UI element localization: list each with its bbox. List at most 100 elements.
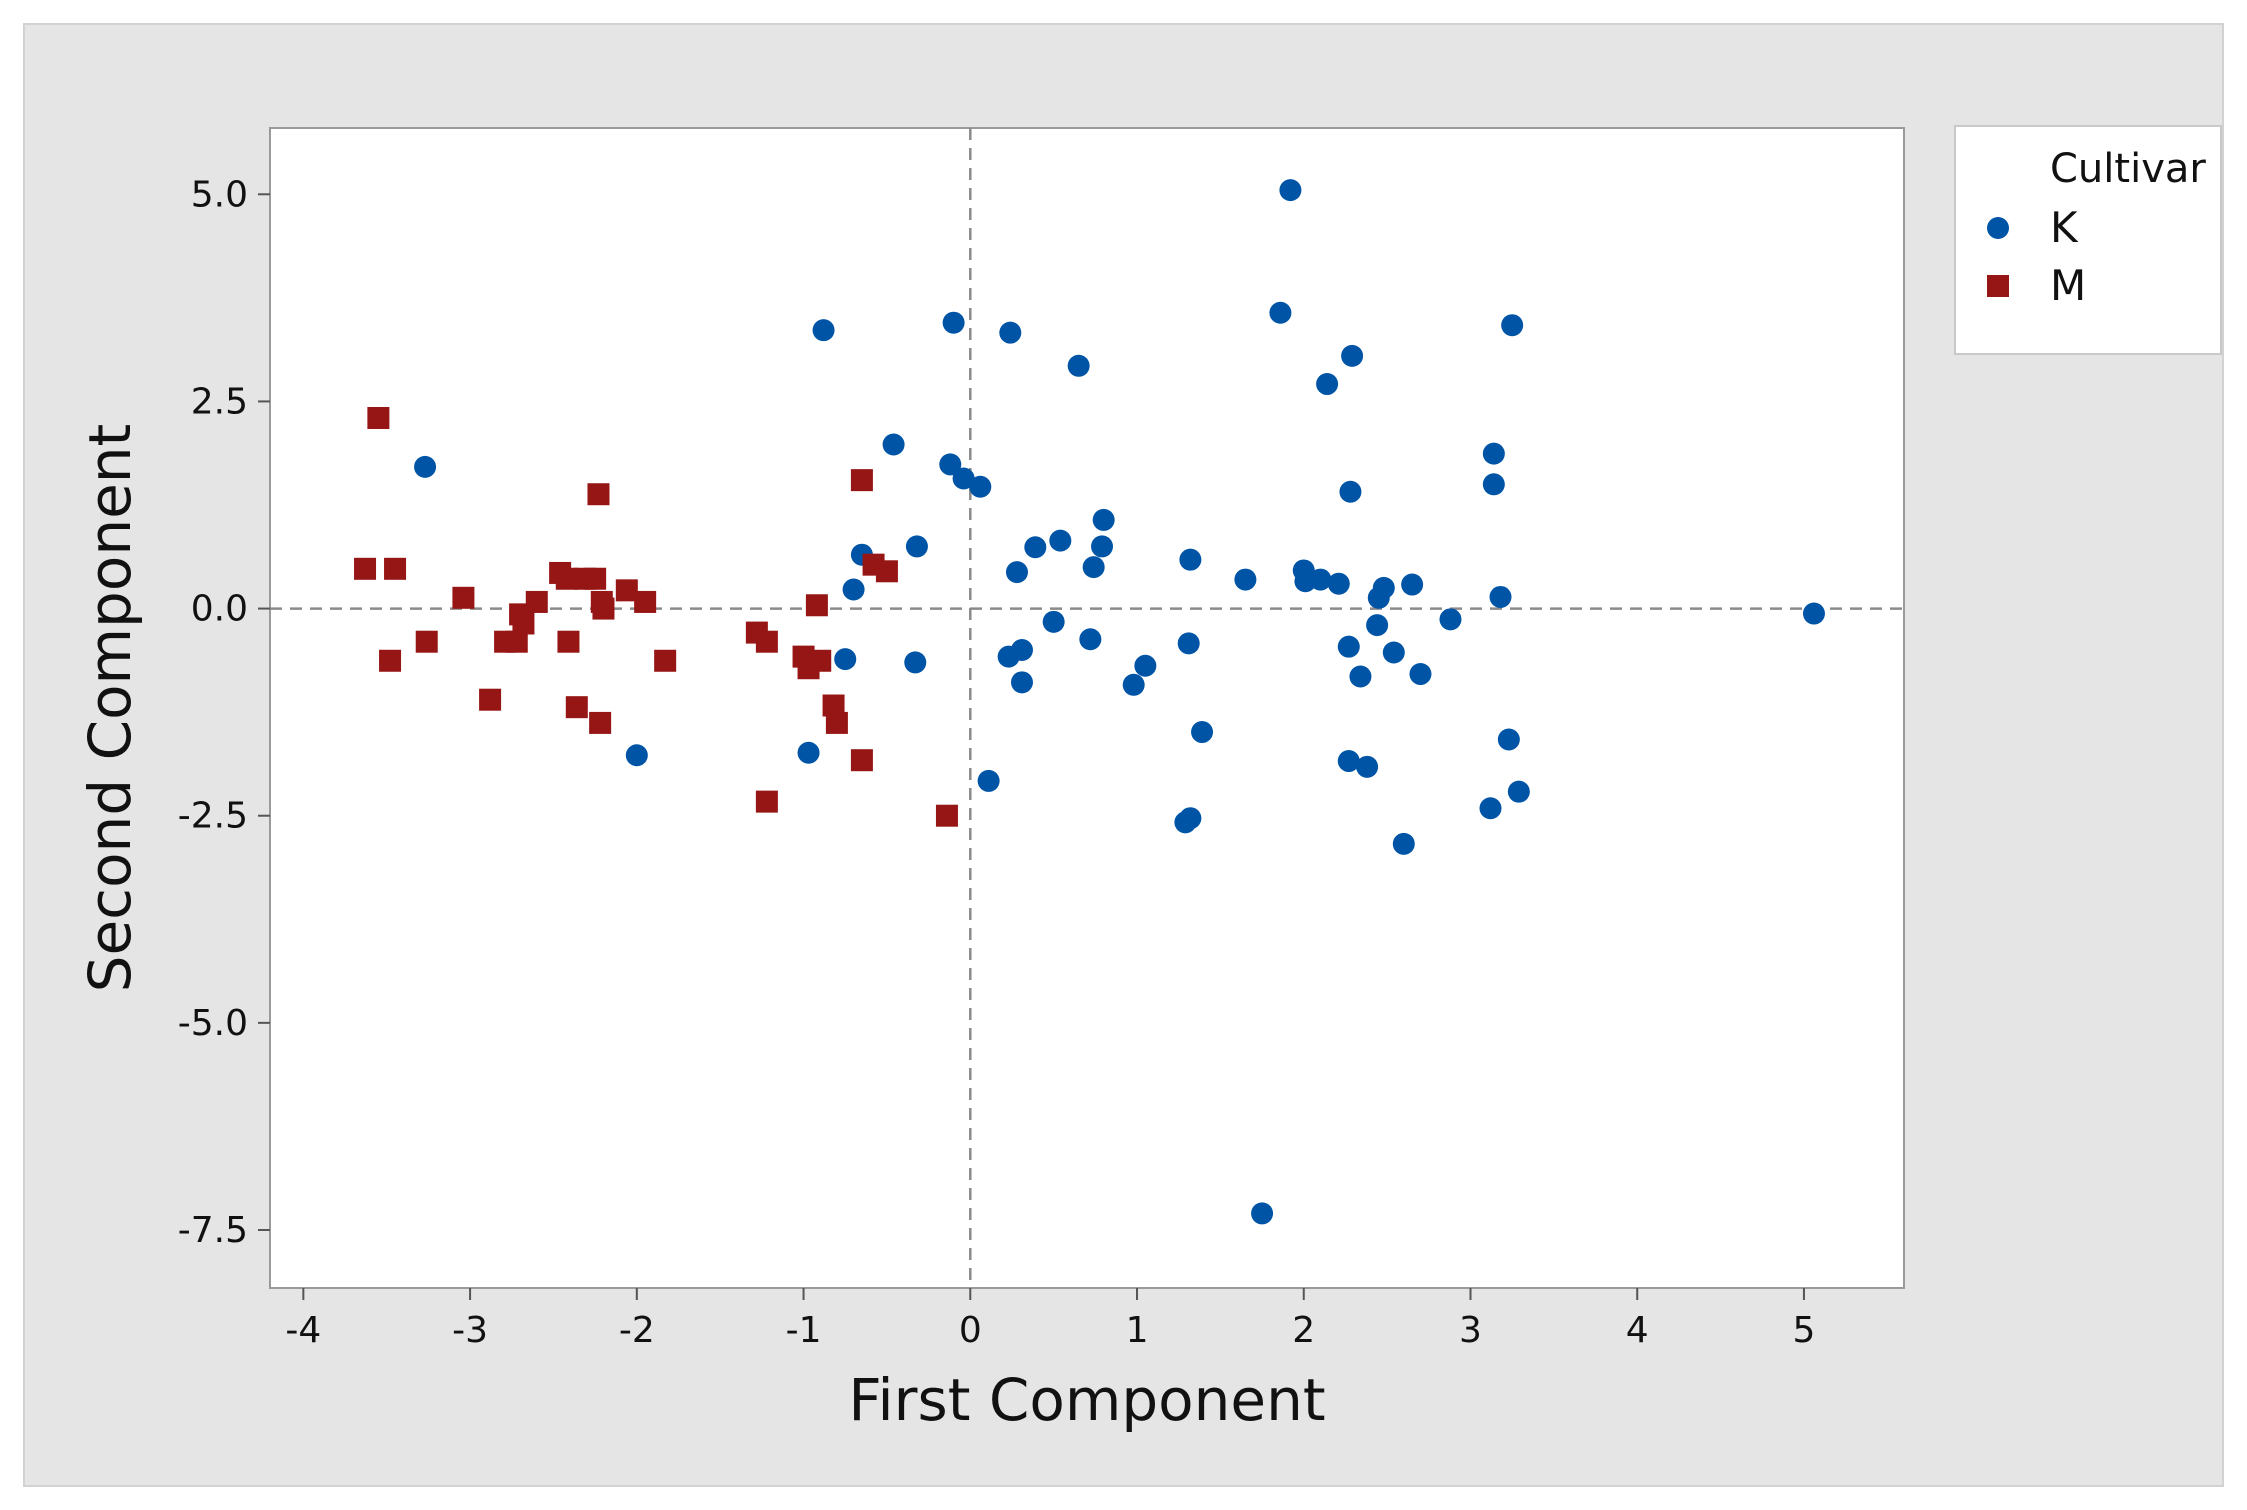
data-point-k <box>1049 529 1072 552</box>
data-point-k <box>1349 665 1372 688</box>
legend-marker-k <box>1987 217 2009 239</box>
data-point-m <box>555 567 578 590</box>
x-tick-label: 2 <box>1292 1310 1315 1351</box>
y-axis-label: Second Component <box>76 424 144 993</box>
data-point-m <box>379 649 402 672</box>
data-point-k <box>1091 535 1114 558</box>
y-tick-label: 5.0 <box>191 174 248 215</box>
data-point-m <box>615 579 638 602</box>
data-point-m <box>452 586 475 609</box>
data-point-k <box>952 467 975 490</box>
data-point-k <box>1501 314 1524 337</box>
y-tick-label: -2.5 <box>178 796 248 837</box>
data-point-k <box>1042 610 1065 633</box>
legend-marker-m <box>1987 275 2009 297</box>
legend-title: Cultivar <box>2050 146 2206 192</box>
data-point-m <box>805 594 828 617</box>
data-point-m <box>822 694 845 717</box>
x-tick-label: -3 <box>452 1310 488 1351</box>
data-point-k <box>999 321 1022 344</box>
x-axis-label: First Component <box>848 1366 1325 1434</box>
data-point-m <box>525 590 548 613</box>
x-tick-label: -2 <box>619 1310 655 1351</box>
data-point-m <box>415 630 438 653</box>
data-point-k <box>1489 585 1512 608</box>
data-point-k <box>905 535 928 558</box>
data-point-k <box>1482 442 1505 465</box>
data-point-k <box>1024 536 1047 559</box>
scatter-chart: -4 -3 -2 -1 0 1 2 3 4 5 5.0 2.5 0.0 -2.5 -5.0 -7.5 Fir… <box>76 125 2222 1434</box>
data-point-k <box>1327 572 1350 595</box>
data-point-k <box>1401 573 1424 596</box>
data-point-k <box>1010 671 1033 694</box>
legend-label-m: M <box>2050 261 2086 310</box>
data-point-k <box>1179 548 1202 571</box>
data-point-k <box>977 769 1000 792</box>
data-point-k <box>939 453 962 476</box>
data-point-k <box>904 651 927 674</box>
legend: Cultivar KM <box>1954 125 2222 355</box>
x-tick-label: 5 <box>1793 1310 1816 1351</box>
data-point-m <box>755 790 778 813</box>
data-point-k <box>1122 673 1145 696</box>
legend-label-k: K <box>2050 203 2079 252</box>
data-point-k <box>1279 179 1302 202</box>
data-point-m <box>584 567 607 590</box>
data-point-k <box>1316 373 1339 396</box>
data-point-k <box>1392 832 1415 855</box>
data-point-m <box>589 711 612 734</box>
x-axis: -4 -3 -2 -1 0 1 2 3 4 5 <box>285 1288 1815 1351</box>
data-point-k <box>1251 1202 1274 1225</box>
data-point-k <box>797 741 820 764</box>
data-point-m <box>565 696 588 719</box>
data-point-k <box>414 455 437 478</box>
y-tick-label: -7.5 <box>178 1210 248 1251</box>
x-tick-label: 4 <box>1626 1310 1649 1351</box>
data-point-m <box>850 469 873 492</box>
data-point-k <box>1082 556 1105 579</box>
data-point-k <box>1337 635 1360 658</box>
data-point-k <box>1497 728 1520 751</box>
data-point-k <box>1134 654 1157 677</box>
data-point-m <box>654 649 677 672</box>
data-point-k <box>1366 614 1389 637</box>
x-tick-label: -1 <box>786 1310 822 1351</box>
data-point-m <box>557 630 580 653</box>
data-point-k <box>1439 608 1462 631</box>
data-point-k <box>1067 354 1090 377</box>
data-point-k <box>1309 568 1332 591</box>
legend-box <box>1954 125 2222 355</box>
x-tick-label: 1 <box>1126 1310 1149 1351</box>
data-point-m <box>797 657 820 680</box>
data-point-m <box>587 483 610 506</box>
data-point-m <box>479 688 502 711</box>
data-point-k <box>942 311 965 334</box>
data-point-k <box>1234 568 1257 591</box>
data-point-k <box>842 578 865 601</box>
data-point-k <box>1341 344 1364 367</box>
data-point-m <box>850 749 873 772</box>
data-point-m <box>592 597 615 620</box>
legend-items: KM <box>1987 203 2086 310</box>
data-point-k <box>1367 586 1390 609</box>
data-point-k <box>1191 721 1214 744</box>
data-point-m <box>634 590 657 613</box>
data-point-k <box>1174 811 1197 834</box>
data-point-m <box>505 630 528 653</box>
data-point-m <box>384 557 407 580</box>
x-tick-label: -4 <box>285 1310 321 1351</box>
data-point-k <box>969 475 992 498</box>
data-points <box>354 179 1825 1225</box>
data-point-k <box>1507 780 1530 803</box>
data-point-m <box>512 612 535 635</box>
x-tick-label: 3 <box>1459 1310 1482 1351</box>
reference-lines <box>270 128 1904 1288</box>
data-point-k <box>997 645 1020 668</box>
y-tick-label: 2.5 <box>191 381 248 422</box>
data-point-k <box>1482 473 1505 496</box>
data-point-k <box>625 744 648 767</box>
data-point-m <box>935 804 958 827</box>
y-tick-label: 0.0 <box>191 589 248 630</box>
data-point-k <box>1802 602 1825 625</box>
